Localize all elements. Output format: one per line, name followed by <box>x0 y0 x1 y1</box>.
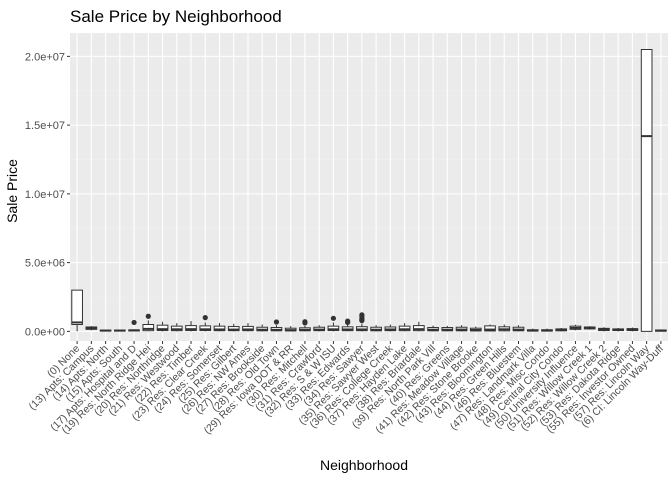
outlier-point <box>345 318 351 324</box>
box-21 <box>370 325 382 332</box>
box-18 <box>327 315 340 332</box>
box-10 <box>213 323 226 332</box>
box-27 <box>455 325 468 332</box>
box-5 <box>142 313 155 332</box>
y-tick-label: 2.0e+07 <box>25 51 65 63</box>
box-39 <box>626 327 639 332</box>
y-axis: 0.0e+00 5.0e+06 1.0e+07 1.5e+07 2.0e+07 <box>25 51 70 338</box>
grid-lines <box>70 33 668 341</box>
box-35 <box>569 324 582 331</box>
y-tick-label: 0.0e+00 <box>25 326 65 338</box>
box-17 <box>313 325 326 332</box>
box-9 <box>199 315 212 332</box>
box-23 <box>398 323 411 332</box>
y-tick-label: 1.5e+07 <box>25 120 65 132</box>
box-31 <box>512 325 525 332</box>
box-12 <box>242 323 254 332</box>
outlier-point <box>202 315 208 321</box>
box-29 <box>484 324 496 332</box>
outlier-point <box>359 312 365 318</box>
y-tick-label: 5.0e+06 <box>25 258 65 270</box>
y-axis-title: Sale Price <box>4 159 20 223</box>
box-7 <box>170 323 183 332</box>
box-3 <box>113 329 126 332</box>
outlier-point <box>145 313 151 319</box>
box-16 <box>299 319 311 332</box>
box-iqr <box>199 325 212 332</box>
box-series <box>71 49 667 332</box>
box-24 <box>412 321 425 332</box>
box-13 <box>256 324 269 332</box>
box-11 <box>227 323 240 332</box>
box-iqr <box>71 289 83 325</box>
box-iqr <box>484 325 496 332</box>
box-1 <box>85 326 98 331</box>
box-iqr <box>640 49 653 332</box>
box-4 <box>128 319 140 332</box>
plot-panel <box>70 33 668 341</box>
box-iqr <box>213 325 226 332</box>
box-8 <box>185 321 197 332</box>
box-iqr <box>185 325 197 332</box>
box-iqr <box>142 324 155 332</box>
box-19 <box>341 318 354 332</box>
box-34 <box>555 327 568 332</box>
box-iqr <box>156 324 169 332</box>
box-25 <box>427 325 439 332</box>
box-28 <box>469 326 482 332</box>
box-2 <box>99 329 112 332</box>
box-38 <box>612 327 625 332</box>
box-6 <box>156 321 169 332</box>
x-axis: (0) None(13) Apts: Campus(14) Apts: Nort… <box>27 341 666 437</box>
outlier-point <box>302 319 308 325</box>
box-33 <box>541 328 553 332</box>
box-20 <box>356 312 368 332</box>
box-41 <box>655 329 667 332</box>
x-axis-title: Neighborhood <box>320 457 408 473</box>
box-26 <box>441 325 454 332</box>
outlier-point <box>330 315 337 321</box>
box-32 <box>526 328 539 332</box>
outlier-point <box>131 319 137 326</box>
y-tick-label: 1.0e+07 <box>25 189 65 201</box>
box-40 <box>640 49 653 332</box>
box-36 <box>583 326 596 330</box>
box-30 <box>498 324 511 332</box>
box-14 <box>270 319 283 332</box>
box-22 <box>384 324 397 332</box>
box-iqr <box>412 325 425 332</box>
box-15 <box>284 326 297 332</box>
outlier-point <box>273 319 280 325</box>
box-0 <box>71 289 83 332</box>
box-37 <box>598 327 610 332</box>
chart-title: Sale Price by Neighborhood <box>70 7 282 26</box>
